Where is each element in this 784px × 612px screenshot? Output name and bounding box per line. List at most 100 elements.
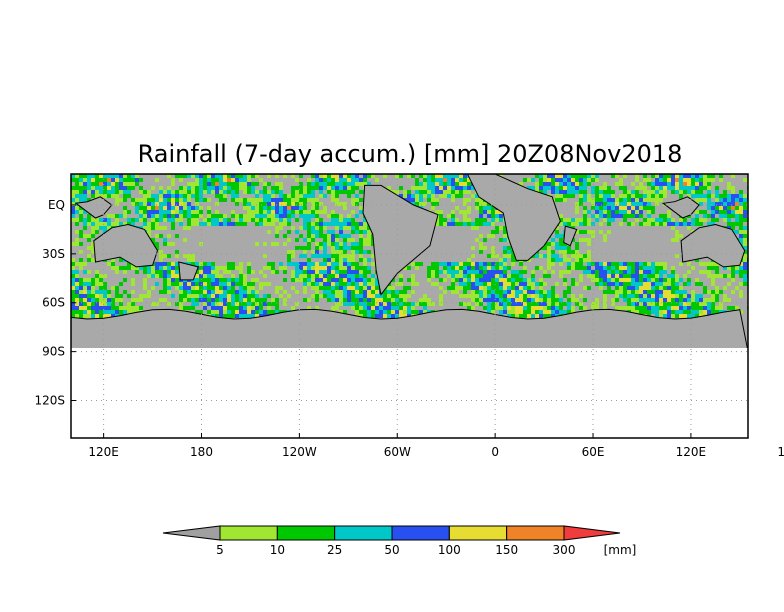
rain-cell (663, 270, 667, 274)
rain-cell (447, 222, 451, 226)
rain-cell (495, 298, 499, 302)
rain-cell (679, 290, 683, 294)
rain-cell (191, 210, 195, 214)
rain-cell (351, 186, 355, 190)
rain-cell (195, 278, 199, 282)
rain-cell (587, 250, 591, 254)
rain-cell (591, 206, 595, 210)
rain-cell (199, 186, 203, 190)
rain-cell (679, 298, 683, 302)
rain-cell (479, 210, 483, 214)
rain-cell (299, 202, 303, 206)
rain-cell (139, 214, 143, 218)
rain-cell (335, 178, 339, 182)
rain-cell (551, 182, 555, 186)
rain-cell (287, 222, 291, 226)
rain-cell (483, 206, 487, 210)
rain-cell (487, 262, 491, 266)
rain-cell (563, 186, 567, 190)
rain-cell (315, 286, 319, 290)
rain-cell (163, 270, 167, 274)
rain-cell (447, 178, 451, 182)
rain-cell (207, 182, 211, 186)
rain-cell (715, 202, 719, 206)
rain-cell (503, 282, 507, 286)
rain-cell (259, 206, 263, 210)
rain-cell (339, 234, 343, 238)
rain-cell (315, 246, 319, 250)
rain-cell (411, 202, 415, 206)
rain-cell (339, 270, 343, 274)
rain-cell (551, 306, 555, 310)
rain-cell (275, 306, 279, 310)
rain-cell (95, 178, 99, 182)
rain-cell (663, 282, 667, 286)
colorbar-label: 5 (216, 543, 224, 557)
rain-cell (491, 234, 495, 238)
rain-cell (635, 270, 639, 274)
rain-cell (79, 282, 83, 286)
rain-cell (263, 190, 267, 194)
rain-cell (479, 222, 483, 226)
rain-cell (235, 214, 239, 218)
rain-cell (731, 186, 735, 190)
rain-cell (275, 202, 279, 206)
rain-cell (499, 174, 503, 178)
rain-cell (463, 270, 467, 274)
rain-cell (707, 270, 711, 274)
rain-cell (275, 226, 279, 230)
rain-cell (439, 298, 443, 302)
rain-cell (463, 218, 467, 222)
rain-cell (631, 222, 635, 226)
rain-cell (359, 250, 363, 254)
rain-cell (707, 310, 711, 314)
rain-cell (507, 266, 511, 270)
rain-cell (111, 258, 115, 262)
rain-cell (115, 266, 119, 270)
rain-cell (91, 278, 95, 282)
rain-cell (679, 278, 683, 282)
rain-cell (627, 222, 631, 226)
rain-cell (171, 270, 175, 274)
rain-cell (339, 298, 343, 302)
rain-cell (315, 278, 319, 282)
rain-cell (527, 310, 531, 314)
rain-cell (635, 210, 639, 214)
rain-cell (179, 186, 183, 190)
rain-cell (207, 262, 211, 266)
rain-cell (563, 254, 567, 258)
rain-cell (131, 290, 135, 294)
rain-cell (431, 198, 435, 202)
rain-cell (667, 290, 671, 294)
rain-cell (563, 282, 567, 286)
rain-cell (263, 210, 267, 214)
rain-cell (495, 278, 499, 282)
rain-cell (659, 182, 663, 186)
rain-cell (683, 274, 687, 278)
rain-cell (719, 174, 723, 178)
rain-cell (651, 302, 655, 306)
rain-cell (743, 206, 747, 210)
rain-cell (271, 190, 275, 194)
rain-cell (323, 246, 327, 250)
rain-cell (351, 250, 355, 254)
rain-cell (343, 202, 347, 206)
colorbar-unit: [mm] (604, 543, 637, 557)
rain-cell (527, 306, 531, 310)
rain-cell (323, 274, 327, 278)
rain-cell (567, 266, 571, 270)
rain-cell (551, 302, 555, 306)
rain-cell (539, 290, 543, 294)
rain-cell (359, 198, 363, 202)
rain-cell (219, 214, 223, 218)
colorbar-label: 10 (270, 543, 285, 557)
rain-cell (391, 298, 395, 302)
rain-cell (183, 194, 187, 198)
rain-cell (739, 234, 743, 238)
rain-cell (627, 278, 631, 282)
rain-cell (415, 262, 419, 266)
rain-cell (303, 246, 307, 250)
rain-cell (203, 286, 207, 290)
rain-cell (139, 218, 143, 222)
rain-cell (267, 206, 271, 210)
